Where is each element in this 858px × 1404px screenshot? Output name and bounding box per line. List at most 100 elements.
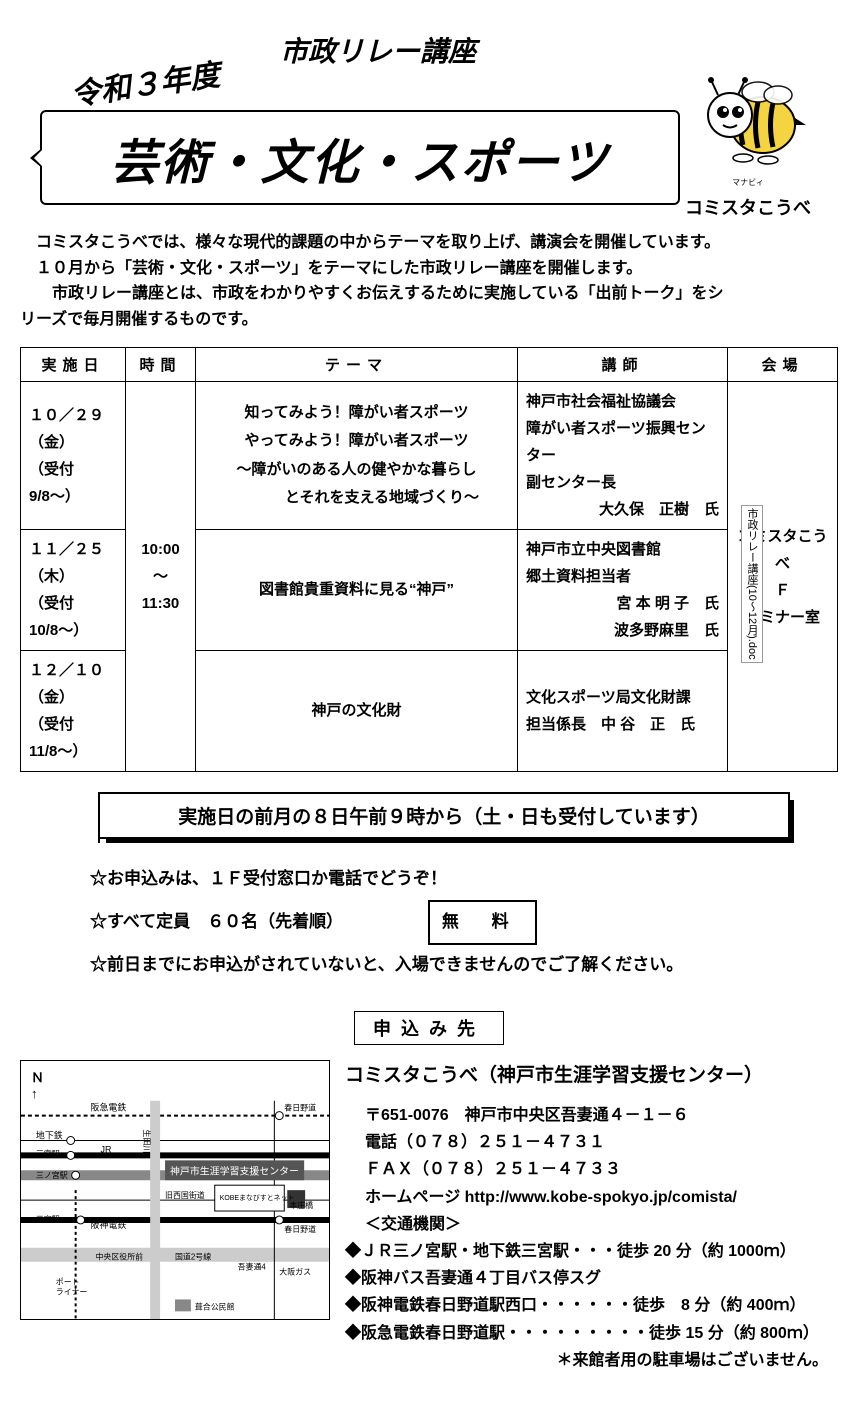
- lect-l: 神戸市立中央図書館: [526, 536, 719, 563]
- bullet-1: ☆お申込みは、１Ｆ受付窓口か電話でどうぞ！: [90, 859, 838, 900]
- lect-name: 波多野麻里 氏: [526, 617, 719, 644]
- contact-section: Ｎ↑ 神戸市生涯学習支援センター KOBEまなびすとネット 阪急電鉄 地下鉄: [20, 1060, 838, 1374]
- theme-l: 図書館貴重資料に見る“神戸”: [204, 576, 509, 605]
- th-lecturer: 講師: [518, 348, 728, 382]
- svg-text:葺合公民館: 葺合公民館: [195, 1301, 235, 1311]
- transport-3: ◆阪神電鉄春日野道駅西口・・・・・・徒歩 8 分（約 400ｍ）: [345, 1292, 838, 1319]
- svg-text:中央区役所前: 中央区役所前: [96, 1251, 144, 1261]
- contact-fax: ＦＡＸ（０７８）２５１－４７３３: [345, 1156, 838, 1183]
- svg-text:阪急電鉄: 阪急電鉄: [91, 1101, 127, 1112]
- schedule-table: 実施日 時間 テーマ 講師 会場 １０／２９（金） （受付 9/8〜） 10:0…: [20, 347, 838, 772]
- header: 市政リレー講座 令和３年度 芸術・文化・スポーツ マナビィ コミスタ: [20, 20, 838, 210]
- date-l1: １１／２５（木）: [29, 536, 117, 590]
- map-center-label: 神戸市生涯学習支援センター: [170, 1164, 299, 1177]
- lecturer-cell: 文化スポーツ局文化財課 担当係長 中 谷 正 氏: [518, 651, 728, 772]
- mascot-area: マナビィ コミスタこうべ: [658, 70, 838, 220]
- lect-l: 文化スポーツ局文化財課: [526, 684, 719, 711]
- main-title: 芸術・文化・スポーツ: [110, 123, 609, 193]
- svg-text:春日野道: 春日野道: [284, 1102, 316, 1112]
- table-row: １０／２９（金） （受付 9/8〜） 10:00〜11:30 知ってみよう！障が…: [21, 382, 838, 530]
- date-l1: １０／２９（金）: [29, 402, 117, 456]
- svg-text:生田川: 生田川: [142, 1129, 152, 1153]
- date-cell: １２／１０（金） （受付 11/8〜）: [21, 651, 126, 772]
- contact-header: 申込み先: [20, 1011, 838, 1045]
- registration-note: 実施日の前月の８日午前９時から（土・日も受付しています）: [110, 802, 778, 829]
- date-l2: （受付 9/8〜）: [29, 456, 117, 510]
- title-banner: 芸術・文化・スポーツ: [40, 110, 680, 205]
- svg-text:三宮駅: 三宮駅: [36, 1214, 60, 1224]
- theme-cell: 知ってみよう！障がい者スポーツ やってみよう！障がい者スポーツ 〜障がいのある人…: [196, 382, 518, 530]
- bullet-2-text: ☆すべて定員 ６０名（先着順）: [90, 912, 343, 931]
- theme-l: 神戸の文化財: [204, 697, 509, 726]
- theme-l: やってみよう！障がい者スポーツ: [204, 427, 509, 456]
- svg-text:ポート: ポート: [56, 1277, 80, 1286]
- bullet-2: ☆すべて定員 ６０名（先着順） 無 料: [90, 900, 838, 945]
- svg-text:三ノ宮駅: 三ノ宮駅: [36, 1170, 68, 1180]
- lect-l: 神戸市社会福祉協議会: [526, 388, 719, 415]
- bee-mascot-icon: [688, 70, 808, 170]
- svg-text:旧西国街道: 旧西国街道: [165, 1190, 205, 1200]
- parking-note: ＊来館者用の駐車場はございません。: [345, 1347, 838, 1374]
- bullets: ☆お申込みは、１Ｆ受付窓口か電話でどうぞ！ ☆すべて定員 ６０名（先着順） 無 …: [90, 859, 838, 985]
- th-theme: テーマ: [196, 348, 518, 382]
- date-cell: １１／２５（木） （受付 10/8〜）: [21, 530, 126, 651]
- intro-p3: 市政リレー講座とは、市政をわかりやすくお伝えするために実施している「出前トーク」…: [20, 281, 838, 307]
- date-l2: （受付 11/8〜）: [29, 711, 117, 765]
- lecturer-cell: 神戸市立中央図書館 郷土資料担当者 宮 本 明 子 氏 波多野麻里 氏: [518, 530, 728, 651]
- year-label: 令和３年度: [68, 50, 223, 114]
- svg-text:三宮駅: 三宮駅: [36, 1148, 60, 1158]
- contact-addr: 〒651-0076 神戸市中央区吾妻通４－１－６: [345, 1102, 838, 1129]
- svg-text:春日野道: 春日野道: [284, 1224, 316, 1234]
- transport-h: ＜交通機関＞: [345, 1211, 838, 1238]
- contact-info: コミスタこうべ（神戸市生涯学習支援センター） 〒651-0076 神戸市中央区吾…: [345, 1060, 838, 1374]
- th-date: 実施日: [21, 348, 126, 382]
- intro-p1: コミスタこうべでは、様々な現代的課題の中からテーマを取り上げ、講演会を開催してい…: [20, 230, 838, 256]
- map-illustration: Ｎ↑ 神戸市生涯学習支援センター KOBEまなびすとネット 阪急電鉄 地下鉄: [20, 1060, 330, 1320]
- bullet-3: ☆前日までにお申込がされていないと、入場できませんのでご了解ください。: [90, 945, 838, 986]
- free-badge: 無 料: [428, 900, 537, 945]
- svg-text:吾妻通4: 吾妻通4: [238, 1261, 267, 1271]
- lect-name: 大久保 正樹 氏: [526, 496, 719, 523]
- contact-hp: ホームページ http://www.kobe-spokyo.jp/comista…: [345, 1184, 838, 1211]
- mascot-brand: コミスタこうべ: [658, 194, 838, 220]
- date-cell: １０／２９（金） （受付 9/8〜）: [21, 382, 126, 530]
- table-header-row: 実施日 時間 テーマ 講師 会場: [21, 348, 838, 382]
- series-title: 市政リレー講座: [280, 30, 476, 70]
- lect-l: 郷土資料担当者: [526, 563, 719, 590]
- map-svg: 神戸市生涯学習支援センター KOBEまなびすとネット 阪急電鉄 地下鉄 JR 阪…: [21, 1061, 329, 1319]
- svg-text:国道2号線: 国道2号線: [175, 1251, 211, 1261]
- theme-cell: 神戸の文化財: [196, 651, 518, 772]
- transport-2: ◆阪神バス吾妻通４丁目バス停スグ: [345, 1265, 838, 1292]
- contact-header-label: 申込み先: [354, 1011, 504, 1045]
- svg-text:大阪ガス: 大阪ガス: [279, 1266, 311, 1276]
- theme-l: とそれを支える地域づくり〜: [204, 484, 509, 513]
- th-venue: 会場: [728, 348, 838, 382]
- th-time: 時間: [126, 348, 196, 382]
- transport-1: ◆ＪＲ三ノ宮駅・地下鉄三宮駅・・・徒歩 20 分（約 1000ｍ）: [345, 1238, 838, 1265]
- time-cell: 10:00〜11:30: [126, 382, 196, 772]
- theme-l: 知ってみよう！障がい者スポーツ: [204, 399, 509, 428]
- lect-l: 副センター長: [526, 469, 719, 496]
- side-note-label: 市政リレー講座(10〜12月).doc: [741, 505, 763, 663]
- lect-l: 担当係長 中 谷 正 氏: [526, 711, 719, 738]
- intro-p3-cont: リーズで毎月開催するものです。: [20, 307, 838, 333]
- svg-text:JR: JR: [100, 1144, 111, 1154]
- theme-cell: 図書館貴重資料に見る“神戸”: [196, 530, 518, 651]
- lect-name: 宮 本 明 子 氏: [526, 590, 719, 617]
- mascot-caption: マナビィ: [658, 177, 838, 188]
- svg-text:地下鉄: 地下鉄: [36, 1129, 63, 1140]
- svg-text:ライナー: ライナー: [56, 1287, 88, 1296]
- date-l2: （受付 10/8〜）: [29, 590, 117, 644]
- lecturer-cell: 神戸市社会福祉協議会 障がい者スポーツ振興センター 副センター長 大久保 正樹 …: [518, 382, 728, 530]
- contact-name: コミスタこうべ（神戸市生涯学習支援センター）: [345, 1060, 838, 1092]
- intro-text: コミスタこうべでは、様々な現代的課題の中からテーマを取り上げ、講演会を開催してい…: [20, 230, 838, 332]
- theme-l: 〜障がいのある人の健やかな暮らし: [204, 456, 509, 485]
- contact-tel: 電話（０７８）２５１－４７３１: [345, 1129, 838, 1156]
- map-sub-label: KOBEまなびすとネット: [220, 1194, 295, 1202]
- svg-text:阪神電鉄: 阪神電鉄: [91, 1219, 127, 1230]
- registration-box: 実施日の前月の８日午前９時から（土・日も受付しています）: [100, 792, 788, 839]
- transport-4: ◆阪急電鉄春日野道駅・・・・・・・・・徒歩 15 分（約 800ｍ）: [345, 1320, 838, 1347]
- svg-text:本庄橋: 本庄橋: [289, 1200, 313, 1210]
- date-l1: １２／１０（金）: [29, 657, 117, 711]
- lect-l: 障がい者スポーツ振興センター: [526, 415, 719, 469]
